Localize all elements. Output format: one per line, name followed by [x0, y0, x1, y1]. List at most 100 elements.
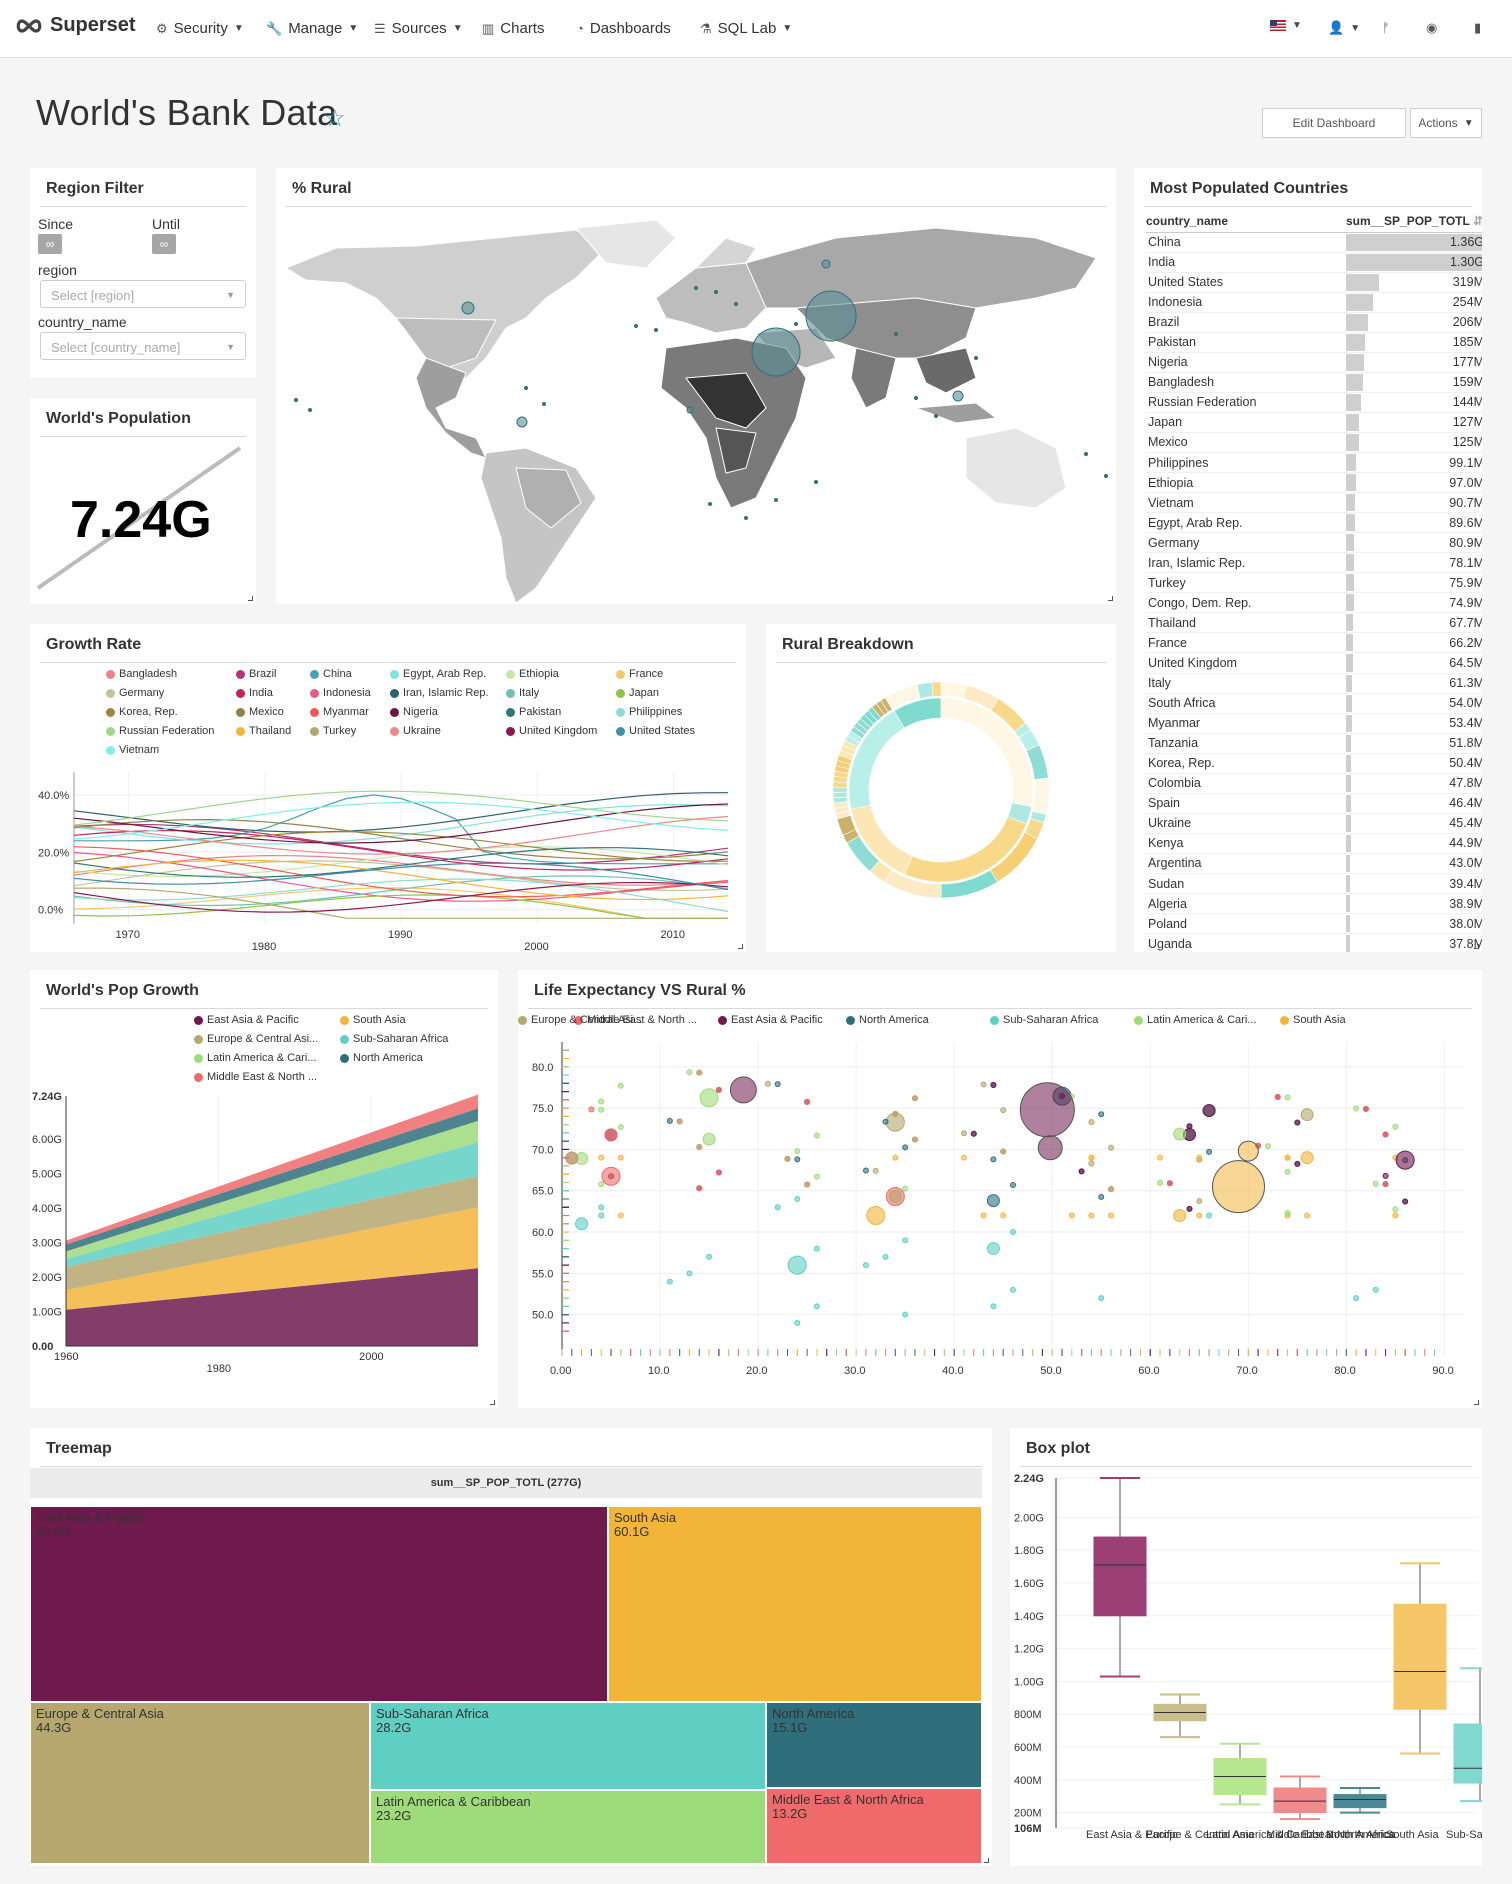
- scatter-point[interactable]: [960, 1130, 967, 1137]
- series-line[interactable]: [73, 878, 729, 913]
- series-line[interactable]: [73, 859, 729, 901]
- scatter-point[interactable]: [1304, 1212, 1311, 1219]
- table-row[interactable]: Korea, Rep. 50.4M: [1146, 753, 1482, 774]
- table-row[interactable]: United Kingdom 64.5M: [1146, 652, 1482, 674]
- until-input[interactable]: ∞: [152, 234, 176, 254]
- superset-logo[interactable]: Superset: [14, 14, 136, 37]
- scatter-point[interactable]: [862, 1262, 869, 1269]
- nav-manage[interactable]: 🔧 Manage ▼: [266, 20, 358, 37]
- scatter-point[interactable]: [1078, 1168, 1085, 1175]
- scatter-point[interactable]: [1088, 1212, 1095, 1219]
- scatter-point[interactable]: [598, 1212, 605, 1219]
- scatter-point[interactable]: [1382, 1131, 1389, 1138]
- scatter-point[interactable]: [990, 1081, 997, 1088]
- legend-item[interactable]: Korea, Rep.: [106, 706, 178, 718]
- sunburst-outer-segment[interactable]: [916, 682, 934, 699]
- scatter-point[interactable]: [1010, 1181, 1016, 1188]
- legend-item[interactable]: Philippines: [616, 706, 682, 718]
- treemap-cell[interactable]: South Asia 60.1G: [608, 1506, 982, 1702]
- sunburst-inner-segment[interactable]: [893, 697, 942, 729]
- scatter-point[interactable]: [794, 1196, 801, 1202]
- scatter-point[interactable]: [1196, 1198, 1203, 1205]
- legend-item[interactable]: China: [310, 668, 352, 680]
- scatter-point[interactable]: [774, 1081, 781, 1088]
- scatter-point[interactable]: [1300, 1108, 1314, 1122]
- scatter-point[interactable]: [686, 1069, 693, 1076]
- pop-growth-chart[interactable]: 0.00 1.00G 2.00G 3.00G 4.00G 5.00G 6.00G 7.24G 1…: [30, 1090, 498, 1408]
- table-row[interactable]: Japan 127M: [1146, 412, 1482, 433]
- scatter-point[interactable]: [1157, 1179, 1164, 1186]
- resize-handle[interactable]: [248, 596, 253, 601]
- legend-item[interactable]: East Asia & Pacific: [718, 1014, 823, 1026]
- scatter-point[interactable]: [1000, 1212, 1007, 1219]
- legend-item[interactable]: United States: [616, 725, 695, 737]
- scatter-point[interactable]: [794, 1148, 801, 1155]
- table-row[interactable]: Tanzania 51.8M: [1146, 733, 1482, 754]
- scatter-point[interactable]: [1353, 1105, 1360, 1112]
- scatter-point[interactable]: [986, 1194, 1000, 1208]
- resize-handle[interactable]: [490, 1400, 495, 1405]
- table-row[interactable]: Iran, Islamic Rep. 78.1M: [1146, 552, 1482, 574]
- scatter-point[interactable]: [872, 1167, 879, 1174]
- series-line[interactable]: [73, 894, 728, 919]
- legend-item[interactable]: Europe & Central Asi...: [518, 1014, 642, 1026]
- legend-item[interactable]: Vietnam: [106, 744, 159, 756]
- scatter-point[interactable]: [1284, 1168, 1291, 1175]
- scatter-point[interactable]: [598, 1204, 605, 1211]
- scatter-point[interactable]: [1098, 1111, 1105, 1118]
- table-row[interactable]: Ukraine 45.4M: [1146, 813, 1482, 834]
- legend-item[interactable]: Ukraine: [390, 725, 441, 737]
- legend-item[interactable]: Nigeria: [390, 706, 438, 718]
- legend-item[interactable]: South Asia: [340, 1014, 406, 1026]
- series-line[interactable]: [73, 887, 728, 919]
- series-line[interactable]: [73, 831, 729, 863]
- legend-item[interactable]: Sub-Saharan Africa: [340, 1033, 448, 1045]
- growth-rate-chart[interactable]: 0.0% 20.0% 40.0% 1970 1980 1990 2000 2010: [30, 764, 746, 952]
- box-plot-chart[interactable]: 106M 200M 400M 600M 800M 1.00G 1.20G 1.40G 1.60G…: [1010, 1468, 1482, 1866]
- table-row[interactable]: Vietnam 90.7M: [1146, 492, 1482, 514]
- scatter-point[interactable]: [1264, 1143, 1271, 1150]
- area-series[interactable]: [66, 1207, 478, 1310]
- scatter-point[interactable]: [598, 1181, 605, 1188]
- series-line[interactable]: [73, 847, 729, 878]
- scatter-point[interactable]: [1010, 1286, 1016, 1293]
- scatter-point[interactable]: [813, 1173, 820, 1180]
- table-row[interactable]: China 1.36G: [1146, 232, 1482, 253]
- actions-button[interactable]: Actions ▼: [1410, 108, 1482, 138]
- scatter-point[interactable]: [980, 1081, 987, 1088]
- series-line[interactable]: [73, 854, 729, 886]
- scatter-point[interactable]: [1196, 1154, 1203, 1161]
- table-row[interactable]: Argentina 43.0M: [1146, 853, 1482, 875]
- scatter-point[interactable]: [794, 1319, 801, 1326]
- table-row[interactable]: Egypt, Arab Rep. 89.6M: [1146, 512, 1482, 534]
- table-row[interactable]: South Africa 54.0M: [1146, 693, 1482, 714]
- scatter-point[interactable]: [686, 1270, 693, 1277]
- scatter-point[interactable]: [1037, 1135, 1063, 1161]
- sunburst-outer-segment[interactable]: [832, 786, 848, 793]
- nav-security[interactable]: ⚙ Security ▼: [156, 20, 244, 37]
- series-line[interactable]: [73, 862, 729, 891]
- area-series[interactable]: [66, 1142, 478, 1267]
- box-body[interactable]: [1273, 1787, 1327, 1814]
- scatter-point[interactable]: [715, 1169, 722, 1176]
- scatter-point[interactable]: [784, 1155, 791, 1162]
- scatter-point[interactable]: [1166, 1180, 1173, 1187]
- scatter-point[interactable]: [1173, 1127, 1187, 1141]
- edit-dashboard-button[interactable]: Edit Dashboard: [1262, 108, 1406, 138]
- table-row[interactable]: Myanmar 53.4M: [1146, 713, 1482, 734]
- scatter-point[interactable]: [1284, 1210, 1291, 1217]
- scatter-point[interactable]: [990, 1156, 997, 1163]
- table-row[interactable]: Mexico 125M: [1146, 432, 1482, 454]
- table-row[interactable]: Uganda 37.8M: [1146, 933, 1482, 952]
- resize-handle[interactable]: [1474, 944, 1479, 949]
- scatter-point[interactable]: [598, 1154, 605, 1161]
- scatter-point[interactable]: [1206, 1212, 1213, 1219]
- treemap-cell[interactable]: Latin America & Caribbean 23.2G: [370, 1790, 766, 1864]
- scatter-point[interactable]: [1098, 1193, 1105, 1200]
- table-row[interactable]: Indonesia 254M: [1146, 292, 1482, 313]
- scatter-point[interactable]: [1019, 1082, 1075, 1138]
- legend-item[interactable]: Sub-Saharan Africa: [990, 1014, 1098, 1026]
- github-icon[interactable]: ◉: [1426, 20, 1438, 35]
- legend-item[interactable]: India: [236, 687, 273, 699]
- language-menu[interactable]: ▼: [1270, 20, 1302, 31]
